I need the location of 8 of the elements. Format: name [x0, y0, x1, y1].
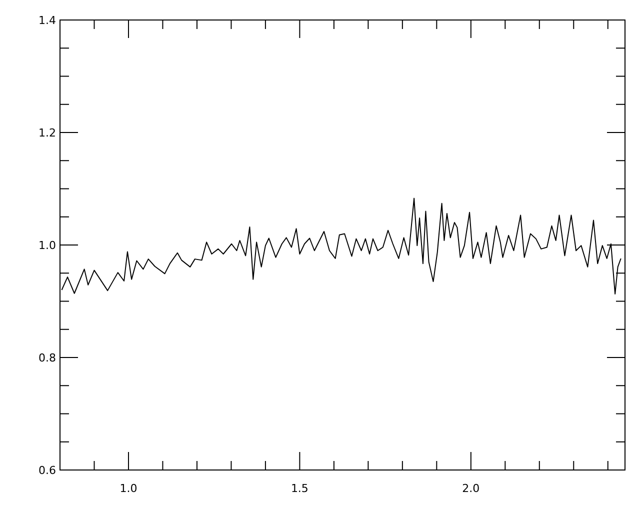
- y-tick-label: 0.8: [38, 352, 56, 364]
- y-tick-label: 1.2: [38, 126, 56, 140]
- x-tick-label: 1.0: [120, 482, 138, 495]
- y-tick-label: 1.4: [38, 14, 56, 27]
- x-tick-label: 1.5: [290, 482, 308, 495]
- y-tick-label: 1.0: [38, 239, 56, 252]
- x-tick-label: 2.0: [462, 482, 480, 495]
- y-tick-label: 0.6: [38, 464, 56, 477]
